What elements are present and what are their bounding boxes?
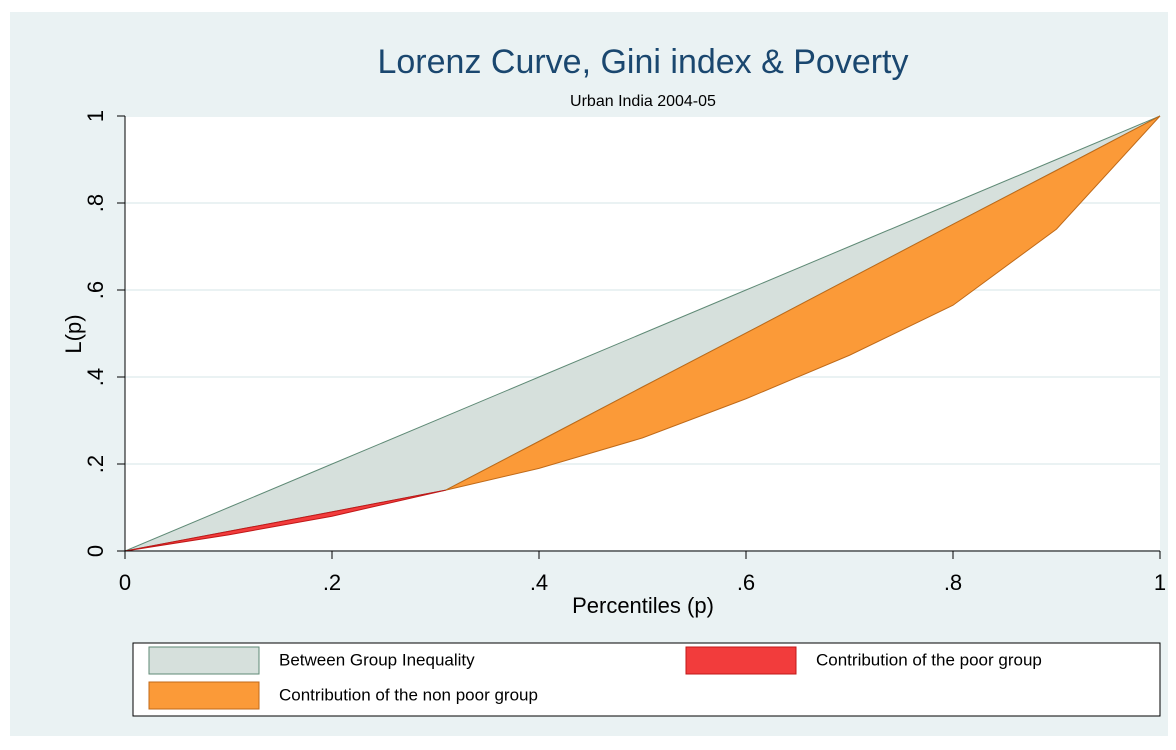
legend-key [148,646,260,675]
legend-label: Contribution of the poor group [816,650,1042,669]
y-axis-title: L(p) [61,314,86,353]
y-tick-label: .4 [83,368,108,386]
area-band [445,115,1161,491]
x-tick-label: 0 [119,570,131,595]
y-tick-label: .6 [83,281,108,299]
x-tick-label: .6 [737,570,755,595]
y-tick-label: 0 [83,545,108,557]
chart-subtitle: Urban India 2004-05 [570,93,716,110]
chart-title: Lorenz Curve, Gini index & Poverty [377,43,908,81]
legend-label: Between Group Inequality [279,650,475,669]
x-axis-title: Percentiles (p) [572,593,714,618]
y-tick-label: .8 [83,194,108,212]
legend-key [685,646,797,675]
legend-box [132,642,1161,717]
x-tick-label: .8 [944,570,962,595]
y-tick-label: .2 [83,455,108,473]
legend-label: Contribution of the non poor group [279,685,538,704]
x-tick-label: 1 [1154,570,1166,595]
y-tick-label: 1 [83,110,108,122]
x-tick-label: .2 [323,570,341,595]
legend-key [148,681,260,710]
x-tick-label: .4 [530,570,548,595]
